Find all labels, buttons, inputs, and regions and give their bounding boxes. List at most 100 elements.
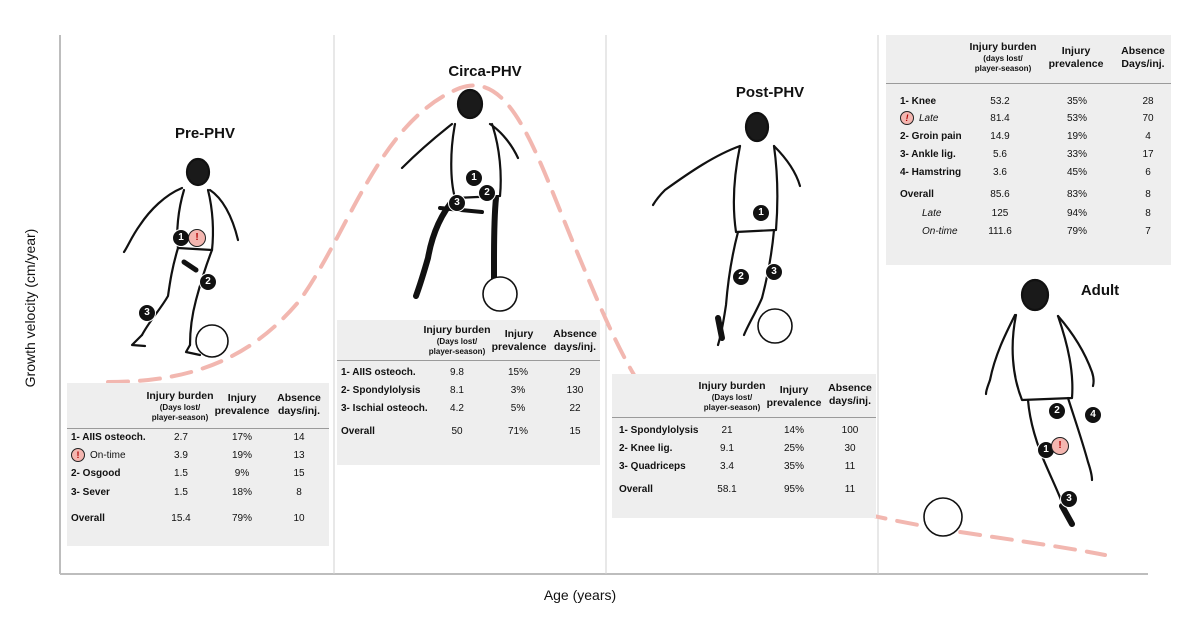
header-text: Injury burden (423, 324, 491, 336)
prevalence-value: 15% (507, 367, 528, 378)
burden-value: 3.9 (174, 450, 188, 461)
burden-value: 125 (991, 208, 1009, 219)
header-subtext: (Days lost/ (711, 393, 753, 402)
y-axis-label: Growth velocity (cm/year) (22, 228, 38, 388)
header-subtext: player-season) (428, 347, 486, 356)
injury-table-pre-phv: Injury burden (Days lost/ player-season)… (67, 383, 329, 546)
burden-value: 8.1 (450, 385, 464, 396)
col-header-burden: Injury burden (Days lost/ player-season) (417, 324, 497, 357)
row-label: 2- Osgood (71, 468, 121, 479)
table-row-overall: Overall 85.6 83% 8 (886, 187, 1171, 203)
header-text: Injury (227, 392, 257, 404)
table-row: 3- Sever 1.5 18% 8 (67, 485, 329, 501)
row-label: Overall (71, 513, 105, 524)
col-header-burden: Injury burden (Days lost/ player-season) (143, 390, 217, 423)
row-label: Overall (900, 189, 934, 200)
absence-value: 10 (293, 513, 305, 524)
table-row: 2- Spondylolysis 8.1 3% 130 (337, 383, 600, 399)
row-label: 1- AIIS osteoch. (71, 432, 146, 443)
soccer-player-sketch-icon (984, 278, 1095, 527)
prevalence-value: 83% (1066, 189, 1087, 200)
table-row: 2- Groin pain 14.9 19% 4 (886, 129, 1171, 145)
table-rule (886, 83, 1171, 84)
row-label: 2- Groin pain (900, 131, 962, 142)
prevalence-value: 79% (1066, 226, 1087, 237)
table-row: Late 125 94% 8 (886, 206, 1171, 222)
x-axis-label: Age (years) (543, 587, 617, 603)
table-rule (337, 360, 600, 361)
header-subtext: player-season) (151, 413, 209, 422)
burden-value: 21 (721, 425, 733, 436)
col-header-absence: Absence days/inj. (273, 392, 325, 418)
injury-table-adult: Injury burden (days lost/ player-season)… (886, 35, 1171, 265)
burden-value: 58.1 (717, 484, 737, 495)
header-subtext: (Days lost/ (436, 337, 478, 346)
burden-value: 15.4 (171, 513, 191, 524)
exclamation-alert-icon: ! (1051, 437, 1069, 455)
header-text: Absence (277, 392, 321, 404)
injury-table-circa-phv: Injury burden (Days lost/ player-season)… (337, 320, 600, 465)
table-row: 2- Knee lig. 9.1 25% 30 (612, 441, 876, 457)
prevalence-value: 3% (510, 385, 526, 396)
absence-value: 11 (844, 484, 856, 495)
row-label: 2- Knee lig. (619, 443, 673, 454)
burden-value: 1.5 (174, 468, 188, 479)
injury-marker-1: 1 (465, 169, 483, 187)
soccer-ball-icon (482, 276, 518, 312)
absence-value: 28 (1142, 96, 1154, 107)
prevalence-value: 95% (783, 484, 804, 495)
row-label: 4- Hamstring (900, 167, 962, 178)
header-text: prevalence (766, 397, 822, 409)
table-row: 1- AIIS osteoch. 9.8 15% 29 (337, 365, 600, 381)
absence-value: 17 (1142, 149, 1154, 160)
prevalence-value: 18% (231, 487, 252, 498)
header-text: days/inj. (828, 395, 871, 407)
absence-value: 11 (844, 461, 856, 472)
prevalence-value: 19% (1066, 131, 1087, 142)
prevalence-value: 25% (783, 443, 804, 454)
absence-value: 22 (569, 403, 581, 414)
row-label-text: Late (919, 113, 939, 124)
header-text: prevalence (491, 341, 547, 353)
col-header-prevalence: Injury prevalence (764, 384, 824, 410)
burden-value: 1.5 (174, 487, 188, 498)
burden-value: 3.4 (720, 461, 734, 472)
table-row: 1- Spondylolysis 21 14% 100 (612, 423, 876, 439)
row-label: ! On-time (71, 448, 126, 464)
prevalence-value: 17% (231, 432, 252, 443)
row-label: 3- Ankle lig. (900, 149, 956, 160)
header-subtext: player-season) (703, 403, 761, 412)
burden-value: 14.9 (990, 131, 1010, 142)
table-rule (67, 428, 329, 429)
prevalence-value: 79% (231, 513, 252, 524)
soccer-ball-icon (195, 324, 229, 358)
soccer-player-sketch-icon (651, 111, 802, 347)
absence-value: 100 (841, 425, 859, 436)
row-label-text: On-time (90, 450, 126, 461)
row-label: Overall (341, 426, 375, 437)
prevalence-value: 5% (510, 403, 526, 414)
prevalence-value: 71% (507, 426, 528, 437)
col-header-burden: Injury burden (Days lost/ player-season) (692, 380, 772, 413)
burden-value: 50 (451, 426, 463, 437)
stage-title-adult: Adult (1080, 282, 1120, 299)
prevalence-value: 35% (783, 461, 804, 472)
col-header-prevalence: Injury prevalence (213, 392, 271, 418)
row-label: On-time (922, 226, 958, 237)
prevalence-value: 14% (783, 425, 804, 436)
injury-marker-4: 4 (1084, 406, 1102, 424)
exclamation-alert-icon: ! (71, 448, 85, 463)
header-text: Injury burden (146, 390, 214, 402)
header-text: Absence (1121, 45, 1165, 57)
absence-value: 30 (844, 443, 856, 454)
col-header-absence: Absence days/inj. (824, 382, 876, 408)
row-label: 3- Quadriceps (619, 461, 686, 472)
burden-value: 9.8 (450, 367, 464, 378)
table-row: 3- Ankle lig. 5.6 33% 17 (886, 147, 1171, 163)
table-row-overall: Overall 58.1 95% 11 (612, 482, 876, 498)
header-text: Injury (1061, 45, 1091, 57)
absence-value: 8 (1145, 208, 1151, 219)
injury-marker-3: 3 (448, 194, 466, 212)
absence-value: 29 (569, 367, 581, 378)
burden-value: 3.6 (993, 167, 1007, 178)
